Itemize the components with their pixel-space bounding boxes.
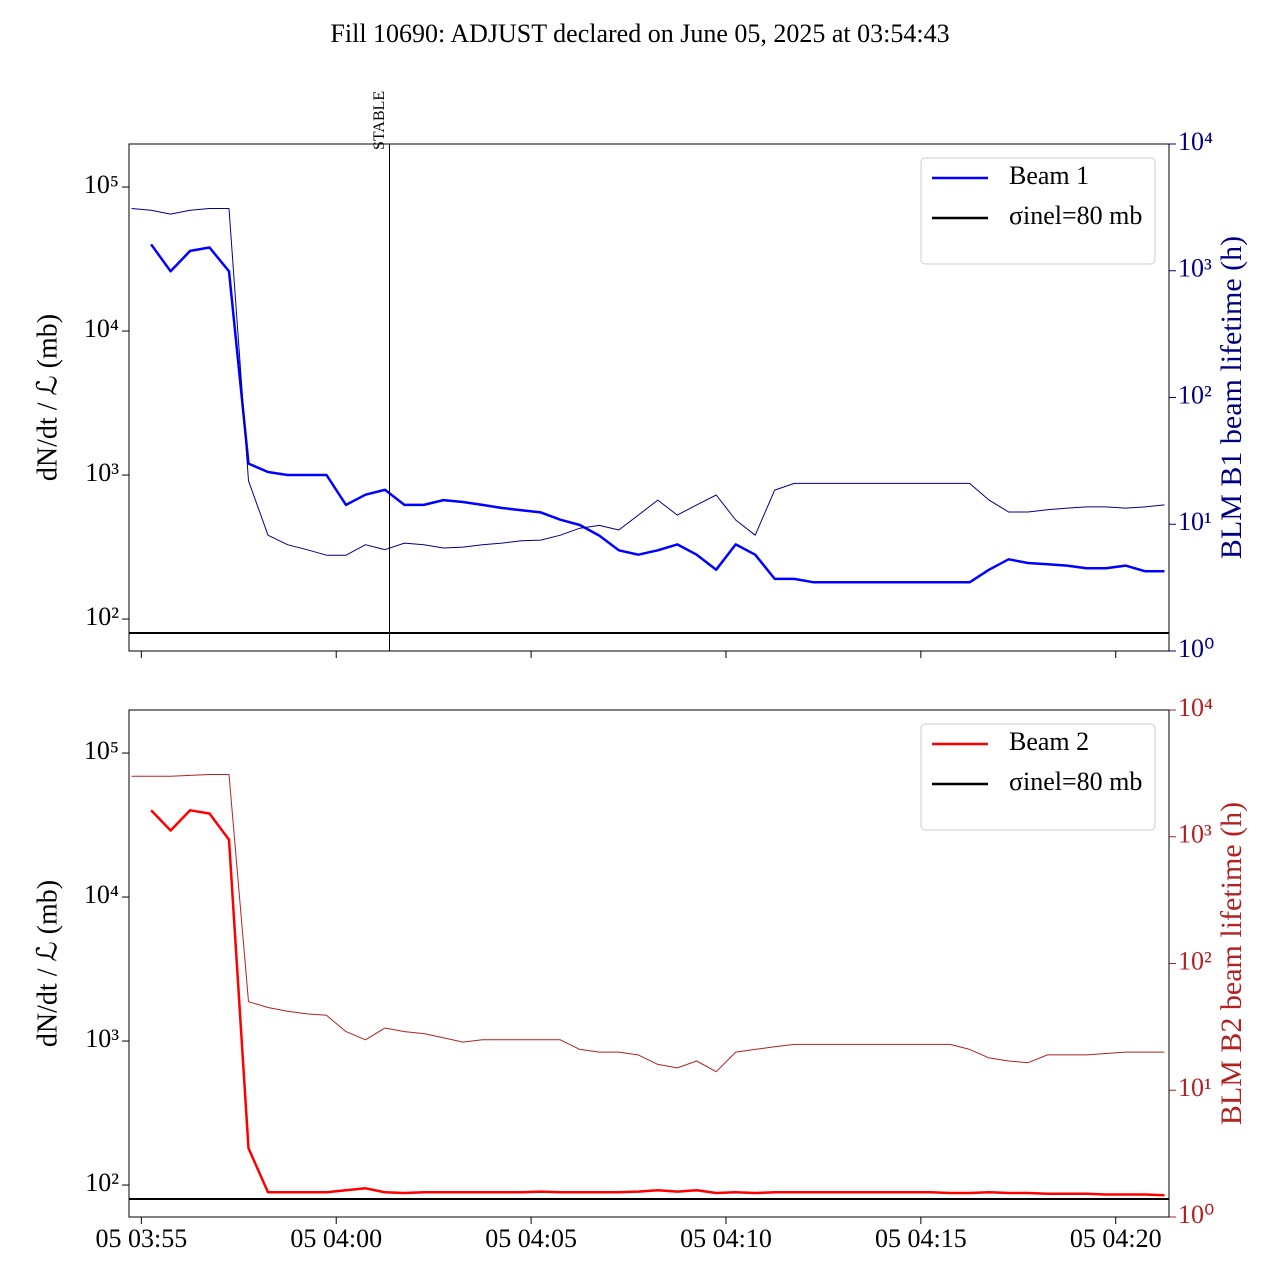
y2-axis-label: BLM B2 beam lifetime (h) <box>1215 802 1248 1125</box>
lifetime-line <box>131 774 1165 1073</box>
y2-tick-label: 10⁰ <box>1178 634 1214 663</box>
y2-tick-label: 10⁰ <box>1178 1200 1214 1229</box>
x-tick-label: 05 04:10 <box>680 1224 772 1253</box>
lifetime-line <box>131 208 1165 556</box>
y2-tick-label: 10² <box>1178 380 1212 409</box>
data-line <box>150 243 1165 584</box>
y2-tick-label: 10¹ <box>1178 507 1212 536</box>
data-line <box>150 809 1165 1197</box>
y2-tick-label: 10³ <box>1178 254 1212 283</box>
x-tick-label: 05 04:20 <box>1070 1224 1162 1253</box>
y-tick-label: 10² <box>85 602 119 631</box>
y-tick-label: 10⁴ <box>84 314 119 343</box>
y2-tick-label: 10¹ <box>1178 1073 1212 1102</box>
plot-frame <box>128 709 1170 1218</box>
y-axis-label: dN/dt / ℒ (mb) <box>32 314 63 481</box>
y-tick-label: 10⁵ <box>84 736 119 765</box>
x-tick-label: 05 04:05 <box>485 1224 577 1253</box>
x-tick-label: 05 03:55 <box>95 1224 187 1253</box>
y2-tick-label: 10³ <box>1178 820 1212 849</box>
y-axis-label: dN/dt / ℒ (mb) <box>32 880 63 1047</box>
y-tick-label: 10³ <box>85 1024 119 1053</box>
y-tick-label: 10⁵ <box>84 170 119 199</box>
legend-label: Beam 2 <box>1009 727 1089 756</box>
y2-tick-label: 10² <box>1178 946 1212 975</box>
legend-label: σinel=80 mb <box>1009 201 1142 230</box>
y2-tick-label: 10⁴ <box>1178 127 1213 156</box>
y-tick-label: 10² <box>85 1168 119 1197</box>
annotation-label: STABLE <box>371 91 388 150</box>
y2-axis-label: BLM B1 beam lifetime (h) <box>1215 236 1248 559</box>
plot-frame <box>128 143 1170 652</box>
legend-label: Beam 1 <box>1009 161 1089 190</box>
legend-label: σinel=80 mb <box>1009 767 1142 796</box>
y-tick-label: 10³ <box>85 458 119 487</box>
legend-box <box>920 723 1156 831</box>
figure-title: Fill 10690: ADJUST declared on June 05, … <box>330 19 949 48</box>
y-tick-label: 10⁴ <box>84 880 119 909</box>
x-tick-label: 05 04:15 <box>875 1224 967 1253</box>
x-tick-label: 05 04:00 <box>290 1224 382 1253</box>
y2-tick-label: 10⁴ <box>1178 693 1213 722</box>
legend-box <box>920 157 1156 265</box>
